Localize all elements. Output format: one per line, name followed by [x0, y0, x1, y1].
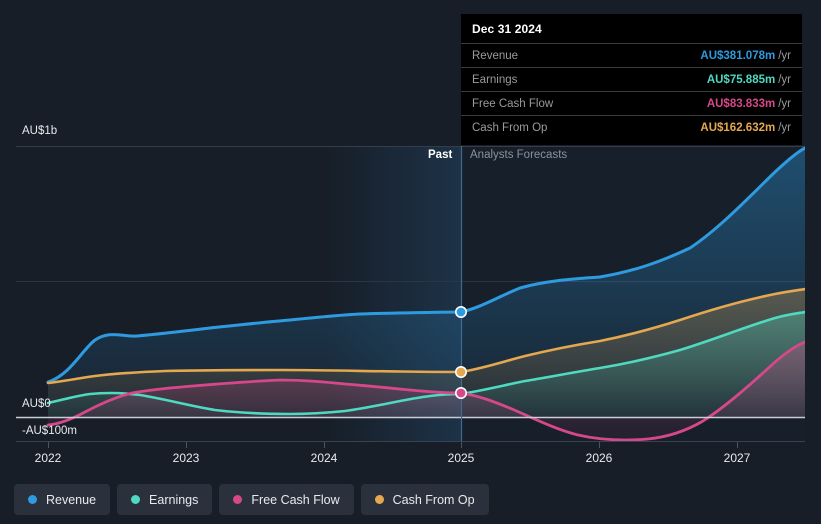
x-axis-label-2027: 2027: [723, 451, 751, 465]
marker-cash-from-op: [454, 365, 467, 378]
tooltip-label-earnings: Earnings: [472, 73, 518, 86]
tooltip-date: Dec 31 2024: [472, 22, 542, 36]
x-axis-label-2024: 2024: [310, 451, 338, 465]
x-axis-ticks: [48, 442, 738, 448]
legend-label-free-cash-flow: Free Cash Flow: [251, 492, 340, 507]
marker-revenue: [454, 305, 467, 318]
tooltip-value-cash-from-op-wrap: AU$162.632m/yr: [700, 122, 791, 134]
tooltip-unit-cash-from-op: /yr: [778, 121, 791, 134]
tooltip-row-free-cash-flow: Free Cash Flow AU$83.833m/yr: [461, 91, 802, 115]
legend-label-earnings: Earnings: [149, 492, 199, 507]
past-band-label: Past: [428, 149, 453, 161]
legend-dot-cash-from-op-icon: [374, 495, 384, 504]
legend-label-cash-from-op: Cash From Op: [392, 492, 475, 507]
legend-dot-earnings-icon: [131, 495, 141, 504]
earnings-area: [48, 312, 805, 417]
tooltip-label-free-cash-flow: Free Cash Flow: [472, 97, 554, 110]
tooltip-value-revenue: AU$381.078m: [700, 49, 776, 62]
tooltip-unit-revenue: /yr: [778, 49, 791, 62]
legend-label-revenue: Revenue: [46, 492, 97, 507]
x-axis-label-2025: 2025: [447, 451, 475, 465]
legend-dot-revenue-icon: [28, 495, 37, 504]
y-axis-label-zero: AU$0: [22, 398, 51, 410]
tooltip-row-revenue: Revenue AU$381.078m/yr: [461, 43, 802, 67]
legend-item-cash-from-op[interactable]: Cash From Op: [360, 484, 489, 515]
forecast-band-label: Analysts Forecasts: [470, 149, 568, 161]
tooltip-value-cash-from-op: AU$162.632m: [700, 121, 776, 134]
tooltip-value-earnings: AU$75.885m: [706, 73, 776, 86]
revenue-line: [46, 146, 805, 384]
legend-item-earnings[interactable]: Earnings: [117, 484, 213, 515]
earnings-line: [46, 310, 805, 416]
hover-tooltip: Dec 31 2024 Revenue AU$381.078m/yr Earni…: [461, 14, 802, 145]
tooltip-value-revenue-wrap: AU$381.078m/yr: [700, 50, 791, 62]
free-cash-flow-line: [46, 340, 805, 442]
y-axis-label-top: AU$1b: [22, 125, 58, 137]
free-cash-flow-area: [48, 342, 805, 440]
tooltip-value-free-cash-flow-wrap: AU$83.833m/yr: [707, 98, 791, 110]
tooltip-value-earnings-wrap: AU$75.885m/yr: [707, 74, 791, 86]
tooltip-unit-earnings: /yr: [778, 73, 791, 86]
tooltip-row-earnings: Earnings AU$75.885m/yr: [461, 67, 802, 91]
marker-free-cash-flow: [454, 386, 467, 399]
tooltip-value-free-cash-flow: AU$83.833m: [706, 97, 776, 110]
y-axis-label-negative: -AU$100m: [22, 425, 77, 437]
legend-item-free-cash-flow[interactable]: Free Cash Flow: [219, 484, 354, 515]
legend-dot-free-cash-flow-icon: [233, 495, 243, 504]
tooltip-row-cash-from-op: Cash From Op AU$162.632m/yr: [461, 115, 802, 139]
tooltip-label-cash-from-op: Cash From Op: [472, 121, 548, 134]
chart-legend: Revenue Earnings Free Cash Flow Cash Fro…: [14, 484, 489, 515]
tooltip-label-revenue: Revenue: [472, 49, 519, 62]
tooltip-unit-free-cash-flow: /yr: [778, 97, 791, 110]
x-axis-label-2022: 2022: [34, 451, 62, 465]
legend-item-revenue[interactable]: Revenue: [14, 484, 111, 515]
hover-markers: [454, 305, 467, 399]
x-axis-label-2026: 2026: [585, 451, 613, 465]
x-axis-label-2023: 2023: [172, 451, 200, 465]
